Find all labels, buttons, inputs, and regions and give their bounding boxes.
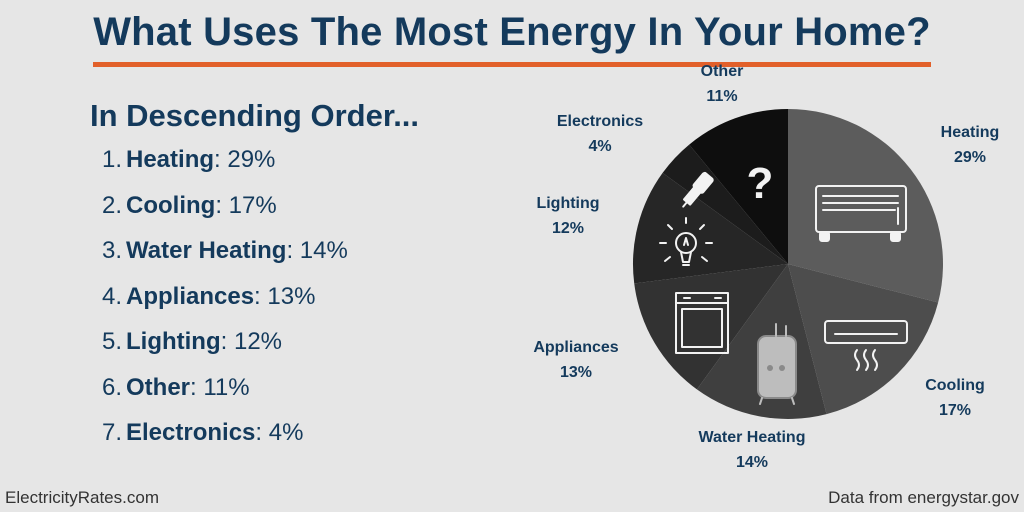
pie-slice-lighting [632, 172, 788, 284]
list-item: 7. Electronics: 4% [102, 419, 304, 446]
slice-label: Lighting [536, 195, 599, 212]
pie-slice-electronics [662, 144, 788, 264]
list-item-name: Lighting [126, 328, 221, 355]
slice-value-label: 29% [954, 149, 986, 166]
radiator-icon [815, 185, 907, 242]
slice-value-label: 14% [736, 454, 768, 471]
pie-slice-cooling [788, 264, 939, 415]
slice-value-label: 17% [939, 402, 971, 419]
ranked-list: 1. Heating: 29% 2. Cooling: 17% 3. Water He… [102, 146, 348, 465]
list-item: 5. Lighting: 12% [102, 328, 283, 355]
list-item-value: : 14% [286, 237, 348, 264]
slice-label: Cooling [925, 377, 985, 394]
slice-value-label: 11% [706, 88, 737, 105]
page-title: What Uses The Most Energy In Your Home? [93, 10, 931, 54]
list-item-name: Cooling [126, 191, 216, 219]
slice-label: Electronics [557, 113, 643, 130]
slice-label: Heating [941, 124, 1000, 141]
slice-label: Appliances [533, 339, 618, 356]
list-item: 2. Cooling: 17% [102, 191, 277, 219]
list-item-name: Appliances [126, 282, 255, 310]
slice-label: Water Heating [699, 429, 806, 446]
list-item-value: : 13% [254, 282, 316, 310]
list-heading: In Descending Order... [90, 98, 420, 133]
water-heater-icon [757, 323, 797, 405]
slice-value-label: 13% [560, 364, 592, 381]
list-item: 4. Appliances: 13% [102, 282, 316, 310]
lightbulb-icon [659, 217, 713, 266]
list-item: 1. Heating: 29% [102, 146, 276, 173]
list-item-value: : 4% [255, 419, 304, 446]
title-underline [93, 62, 931, 67]
list-item-name: Water Heating [126, 237, 287, 264]
list-item-name: Heating [126, 146, 215, 173]
list-item: 6. Other: 11% [102, 373, 250, 401]
list-item-value: : 12% [220, 328, 283, 355]
pie-slice-heating [788, 109, 943, 303]
air-conditioner-icon [824, 320, 908, 371]
slice-value-label: 12% [552, 220, 584, 237]
question-mark-icon: ? [747, 159, 774, 208]
usb-plug-icon [682, 171, 714, 208]
pie-slice-appliances [634, 264, 788, 390]
slice-label: Other [701, 63, 744, 80]
footer-source-site: ElectricityRates.com [5, 488, 159, 507]
list-item-value: : 17% [215, 191, 277, 219]
list-item-value: : 11% [190, 373, 250, 401]
footer-data-credit: Data from energystar.gov [828, 488, 1019, 507]
list-item: 3. Water Heating: 14% [102, 237, 348, 264]
dishwasher-icon [675, 292, 729, 354]
slice-value-label: 4% [588, 138, 611, 155]
list-item-name: Electronics [126, 419, 256, 446]
pie-slice-other [689, 109, 788, 264]
list-item-name: Other [126, 373, 191, 401]
list-item-value: : 29% [214, 146, 276, 173]
